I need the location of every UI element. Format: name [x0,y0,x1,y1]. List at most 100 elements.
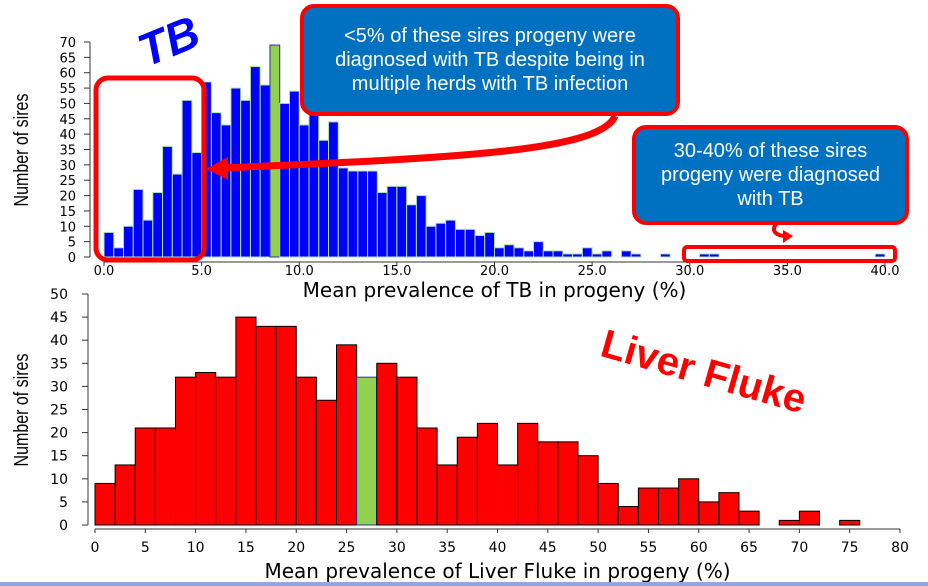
tb-bar [259,84,271,258]
tb-y-tick-label: 40 [59,128,76,143]
tb-bar [103,231,115,258]
fluke-bar [557,441,579,526]
tb-y-tick-label: 50 [59,97,76,112]
tb-y-tick-label: 60 [59,67,76,82]
fluke-y-tick-label: 30 [50,379,68,395]
fluke-x-tick-label: 25 [338,540,356,556]
fluke-x-tick-label: 20 [287,540,305,556]
fluke-bar [617,506,639,526]
fluke-bar [114,464,136,526]
tb-x-axis-title: Mean prevalence of TB in progeny (%) [303,278,687,302]
fluke-x-tick-label: 35 [438,540,456,556]
fluke-bar [295,376,317,526]
fluke-bar [255,325,277,526]
fluke-bar [275,325,297,526]
tb-bar [581,247,593,258]
tb-bar [591,253,603,258]
tb-bar [494,247,505,258]
tb-bar [171,173,183,258]
tb-bar [503,244,515,258]
fluke-bar [577,455,599,526]
fluke-bar [537,441,559,526]
tb-bar [279,102,290,258]
fluke-bar [154,427,176,526]
fluke-bar [215,376,237,526]
tb-bar [357,170,369,258]
fluke-bar [315,399,337,526]
tb-bar [386,185,398,258]
tb-bar [435,222,447,258]
tb-bar [474,235,486,258]
tb-bar [240,99,251,258]
fluke-y-tick-label: 0 [59,518,68,534]
fluke-bar [396,376,418,526]
fluke-x-tick-label: 45 [539,540,557,556]
tb-bar [162,145,173,258]
tb-bar [288,90,300,258]
tb-y-tick-label: 30 [59,159,76,174]
fluke-bar [637,487,659,526]
tb-y-tick-label: 5 [68,236,76,251]
fluke-bar [597,482,619,526]
fluke-bar [134,427,156,526]
fluke-bar [778,519,800,526]
tb-bar [113,247,125,258]
tb-bar [210,112,222,258]
fluke-bar [517,422,539,526]
tb-bar [562,253,574,258]
fluke-y-tick-label: 15 [50,449,68,465]
fluke-bar [235,316,257,526]
tb-bar [464,228,476,258]
fluke-x-tick-label: 75 [841,540,859,556]
fluke-x-tick-label: 65 [740,540,758,556]
tb-bar [132,188,144,258]
tb-bar [552,250,564,258]
tb-bar [572,253,583,258]
tb-bar [513,247,525,258]
fluke-y-tick-label: 35 [50,356,68,372]
fluke-bar [456,436,478,526]
fluke-bar [658,487,680,526]
fluke-bar [476,422,498,526]
fluke-bar [698,501,720,526]
tb-bar [601,250,613,258]
fluke-x-tick-label: 15 [237,540,255,556]
fluke-x-tick-label: 10 [187,540,205,556]
tb-y-tick-label: 55 [59,82,76,97]
fluke-y-tick-label: 5 [59,495,68,511]
tb-x-tick-label: 30.0 [675,264,704,279]
tb-bar [630,253,642,258]
tb-bar [396,185,408,258]
fluke-x-tick-label: 50 [589,540,607,556]
tb-bar [454,228,466,258]
tb-y-tick-label: 0 [68,251,76,266]
fluke-x-tick-label: 40 [489,540,507,556]
arrowhead-icon [206,157,228,180]
slide-bottom-border [0,582,928,586]
tb-x-tick-label: 10.0 [285,264,314,279]
tb-bar [367,170,378,258]
tb-y-tick-label: 45 [59,113,76,128]
tb-bar [152,192,164,258]
tb-y-axis-title: Number of sires [10,94,32,207]
tb-x-tick-label: 35.0 [773,264,802,279]
fluke-y-tick-label: 20 [50,426,68,442]
tb-bar [659,253,671,258]
tb-highlight-bar [269,44,281,258]
tb-y-tick-label: 65 [59,51,76,66]
tb-bar [406,204,417,258]
tb-bar [298,124,310,258]
fluke-bar [195,372,217,526]
tb-bar [376,192,388,258]
tb-y-tick-label: 25 [59,174,76,189]
low-prevalence-highlight-box [93,75,207,263]
fluke-y-tick-label: 40 [50,333,68,349]
fluke-y-tick-label: 45 [50,310,68,326]
tb-bar [533,241,544,258]
fluke-x-tick-label: 30 [388,540,406,556]
tb-bar [123,225,134,258]
tb-y-tick-label: 20 [59,190,76,205]
fluke-x-tick-label: 70 [790,540,808,556]
tb-bar [874,253,886,258]
